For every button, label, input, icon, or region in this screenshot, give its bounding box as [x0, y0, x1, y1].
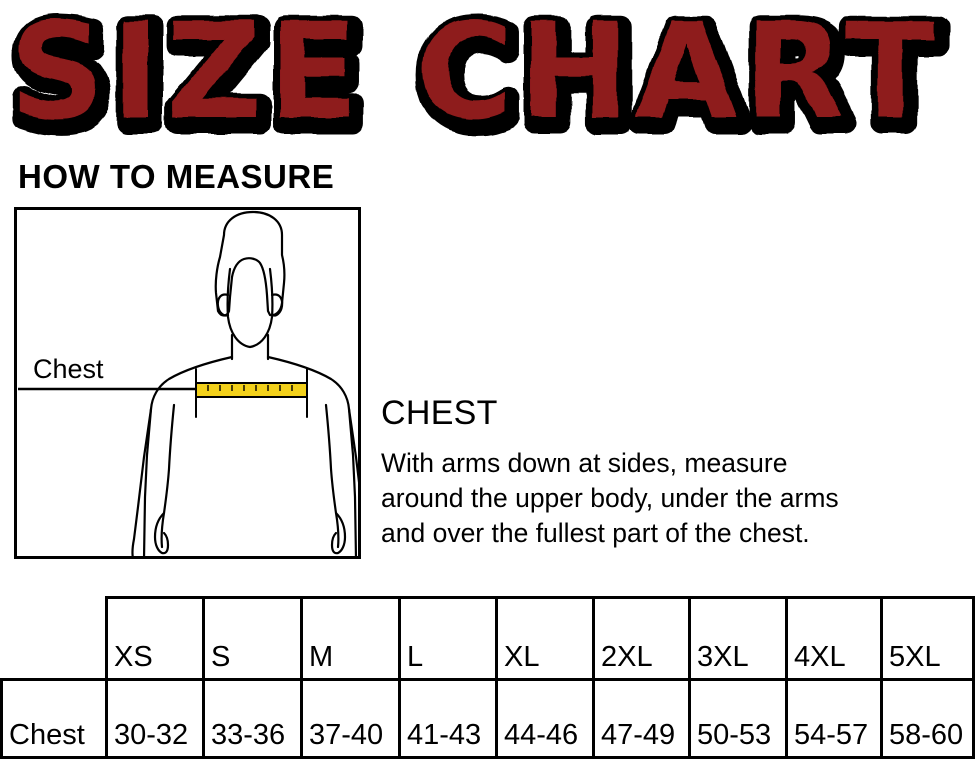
title-face-text: SIZE CHART	[10, 0, 941, 149]
size-header-s: S	[202, 596, 303, 681]
chest-value-4xl: 54-57	[785, 678, 883, 759]
measurement-illustration-box	[14, 207, 361, 559]
size-table-container: XS S M L XL 2XL 3XL 4XL 5XL Chest 30-32 …	[0, 596, 975, 759]
chest-value-s: 33-36	[202, 678, 303, 759]
size-chart-title-art: SIZE CHART SIZE CHART	[3, 0, 950, 150]
ear-right	[270, 293, 284, 317]
row-label-chest: Chest	[0, 678, 108, 759]
tape-ticks	[207, 385, 293, 391]
head-outline	[214, 210, 286, 317]
size-header-xs: XS	[105, 596, 205, 681]
hand-right	[330, 511, 347, 555]
size-chart-table: XS S M L XL 2XL 3XL 4XL 5XL Chest 30-32 …	[0, 596, 975, 759]
size-header-5xl: 5XL	[880, 596, 975, 681]
table-corner-cell	[2, 598, 107, 680]
arm-left-inner	[160, 403, 176, 549]
tape-body	[195, 382, 308, 398]
size-header-4xl: 4XL	[785, 596, 883, 681]
chest-description-heading: CHEST	[381, 394, 498, 432]
chest-value-5xl: 58-60	[880, 678, 975, 759]
arm-right-inner	[324, 403, 340, 549]
chest-value-l: 41-43	[398, 678, 498, 759]
arm-left-outer	[131, 407, 153, 556]
face-outline	[226, 267, 274, 349]
chest-measurement-label: Chest	[33, 354, 104, 384]
chest-value-xs: 30-32	[105, 678, 205, 759]
chest-description-body: With arms down at sides, measure around …	[381, 448, 839, 549]
chest-description-block: CHEST With arms down at sides, measure a…	[381, 396, 971, 552]
how-to-measure-heading: HOW TO MEASURE	[18, 158, 335, 195]
size-header-xl: XL	[495, 596, 595, 681]
hand-left	[153, 511, 170, 555]
size-header-3xl: 3XL	[688, 596, 788, 681]
male-torso-figure	[18, 210, 358, 556]
chest-value-2xl: 47-49	[592, 678, 691, 759]
size-header-2xl: 2XL	[592, 596, 691, 681]
chest-value-m: 37-40	[300, 678, 401, 759]
table-row-chest: Chest 30-32 33-36 37-40 41-43 44-46 47-4…	[0, 678, 975, 759]
size-header-m: M	[300, 596, 401, 681]
chest-value-xl: 44-46	[495, 678, 595, 759]
page-title: SIZE CHART SIZE CHART	[0, 0, 978, 150]
measuring-tape	[195, 382, 308, 398]
ear-left	[216, 293, 230, 317]
table-header-row: XS S M L XL 2XL 3XL 4XL 5XL	[2, 596, 975, 681]
size-header-l: L	[398, 596, 498, 681]
title-shadow-text: SIZE CHART	[14, 1, 945, 150]
chest-value-3xl: 50-53	[688, 678, 788, 759]
